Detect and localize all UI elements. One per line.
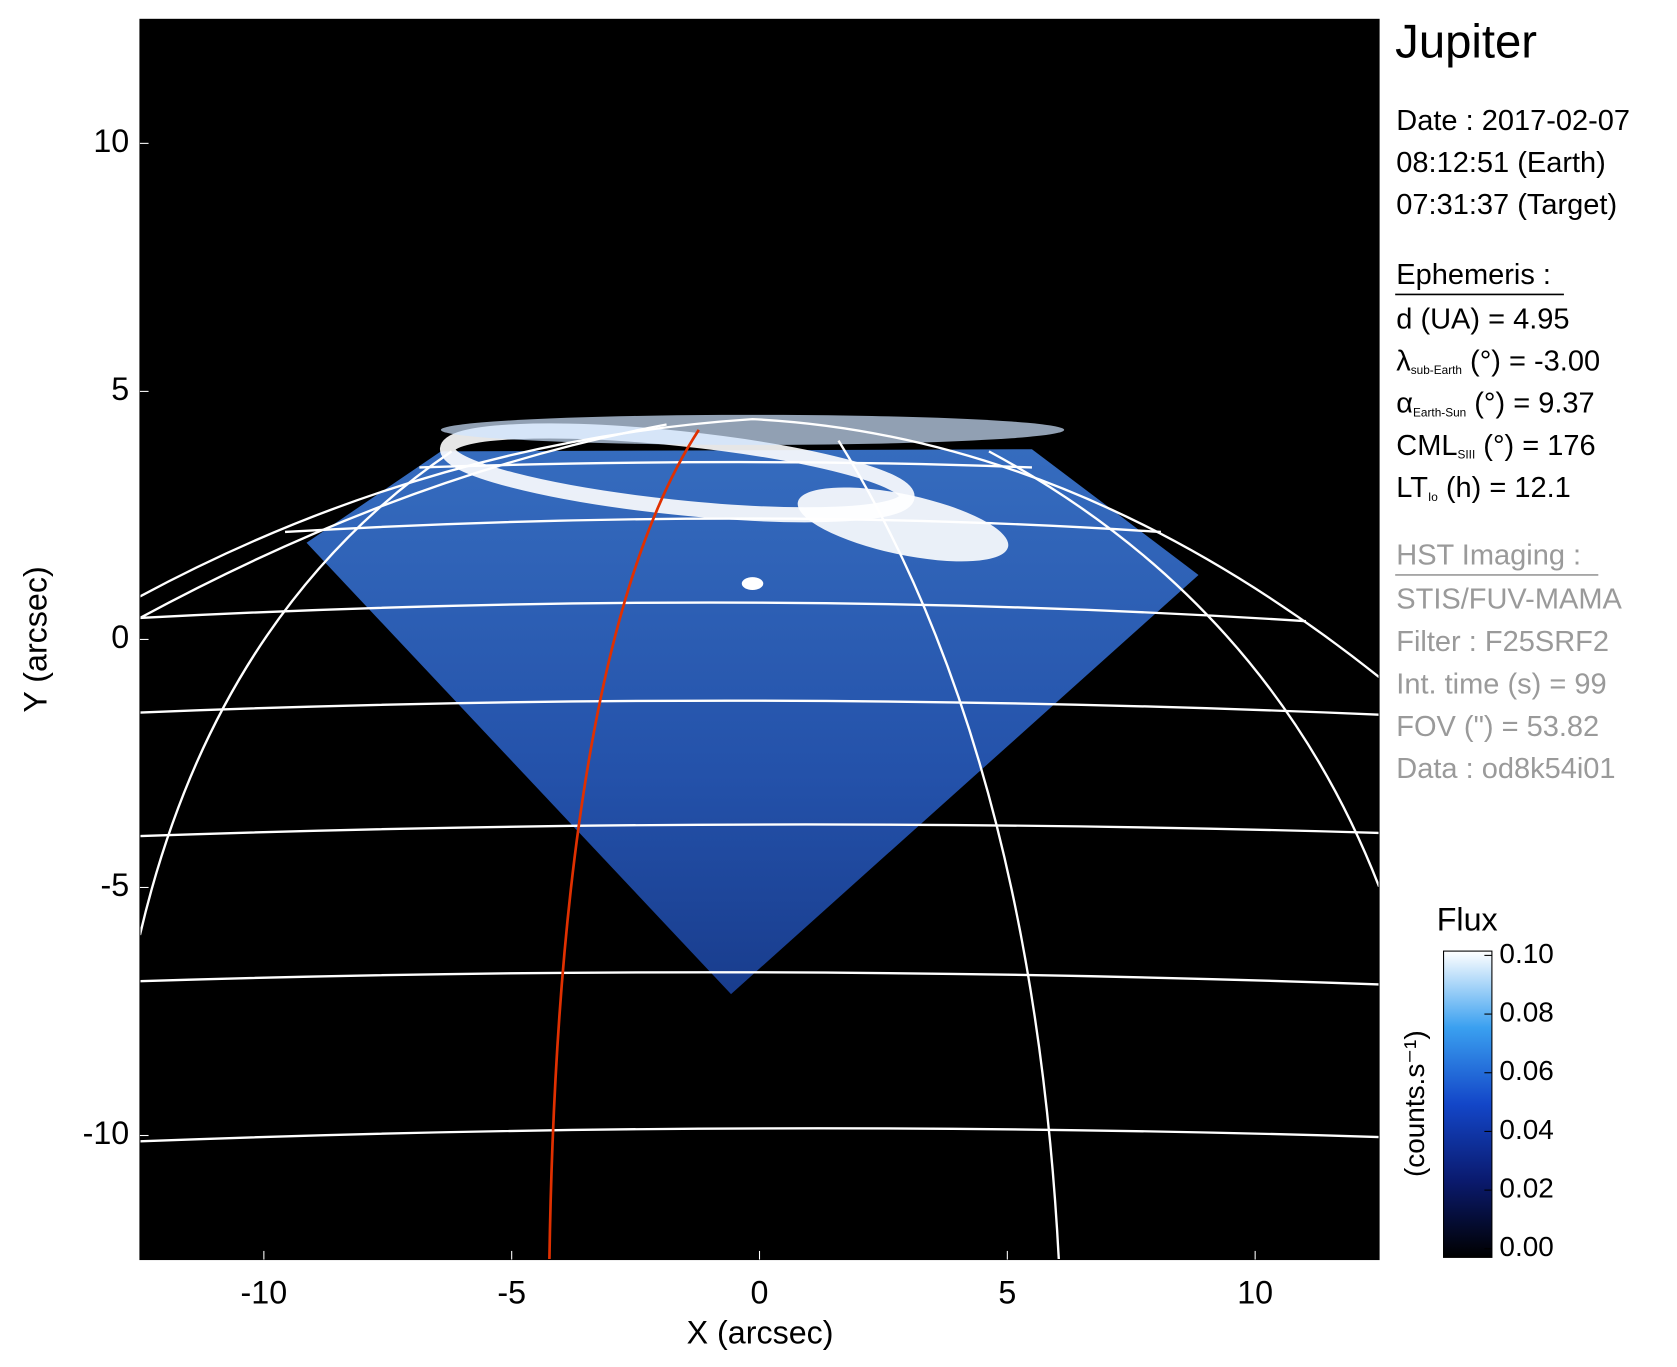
- x-tick-label: -10: [241, 1275, 288, 1311]
- ephemeris-line: λsub-Earth (°) = -3.00: [1396, 345, 1600, 377]
- date-line: Date : 2017-02-07: [1396, 105, 1630, 137]
- colorbar-label: Flux: [1437, 902, 1498, 938]
- hst-title: HST Imaging :: [1396, 539, 1581, 571]
- y-axis-label: Y (arcsec): [17, 566, 53, 712]
- x-tick-label: 0: [751, 1275, 769, 1311]
- x-tick-label: 10: [1237, 1275, 1273, 1311]
- colorbar-tick-label: 0.08: [1499, 996, 1553, 1027]
- x-tick-label: 5: [998, 1275, 1016, 1311]
- colorbar-tick-label: 0.06: [1499, 1055, 1553, 1086]
- ephemeris-value: (°) = 176: [1475, 430, 1595, 462]
- ephemeris-line: CMLSIII (°) = 176: [1396, 430, 1595, 462]
- ephemeris-value: (°) = -3.00: [1462, 345, 1600, 377]
- x-tick-label: -5: [497, 1275, 526, 1311]
- ephemeris-symbol: α: [1396, 387, 1413, 419]
- hst-line: Filter : F25SRF2: [1396, 626, 1609, 658]
- hst-line: Data : od8k54i01: [1396, 753, 1615, 785]
- colorbar: [1443, 950, 1493, 1258]
- latitude-line: [139, 971, 1380, 986]
- y-tick-label: 0: [111, 619, 129, 655]
- ephemeris-value: (°) = 9.37: [1466, 387, 1594, 419]
- date-line: 08:12:51 (Earth): [1396, 147, 1606, 179]
- colorbar-tick-label: 0.04: [1499, 1114, 1553, 1145]
- longitude-line: [837, 439, 1060, 1260]
- ephemeris-value: (h) = 12.1: [1438, 472, 1571, 504]
- ephemeris-line: αEarth-Sun (°) = 9.37: [1396, 387, 1594, 419]
- ephemeris-subscript: sub-Earth: [1411, 363, 1462, 377]
- hst-line: STIS/FUV-MAMA: [1396, 583, 1622, 615]
- image: [139, 18, 1380, 1261]
- latitude-line: [139, 699, 1380, 716]
- aurora-spot: [741, 577, 764, 591]
- longitude-line: [139, 450, 453, 936]
- x-axis-label: X (arcsec): [687, 1314, 834, 1350]
- ephemeris-title: Ephemeris :: [1396, 259, 1551, 291]
- longitude-line: [988, 450, 1380, 888]
- ephemeris-symbol: CML: [1396, 430, 1457, 462]
- title: Jupiter: [1395, 16, 1537, 69]
- colorbar-tick-label: 0.00: [1499, 1231, 1553, 1262]
- ephemeris-subscript: Earth-Sun: [1413, 405, 1466, 419]
- ephemeris-subscript: SIII: [1457, 448, 1475, 462]
- ephemeris-subscript: Io: [1428, 490, 1438, 504]
- colorbar-tick-label: 0.10: [1499, 938, 1553, 969]
- latitude-line: [284, 517, 1161, 534]
- latitude-line: [139, 1127, 1380, 1143]
- ephemeris-symbol: d (UA) = 4.95: [1396, 303, 1569, 335]
- y-tick-label: 5: [111, 371, 129, 407]
- ephemeris-symbol: LT: [1396, 472, 1428, 504]
- latitude-line: [139, 823, 1380, 838]
- meridian: [548, 429, 700, 1260]
- longitude-line: [139, 423, 667, 619]
- latitude-line: [419, 460, 1032, 469]
- field-of-view: [306, 449, 1199, 995]
- latitude-line: [139, 601, 1307, 623]
- y-tick-label: -10: [83, 1115, 130, 1151]
- hst-line: FOV (") = 53.82: [1396, 711, 1599, 743]
- ephemeris-line: d (UA) = 4.95: [1396, 303, 1569, 335]
- hst-line: Int. time (s) = 99: [1396, 668, 1606, 700]
- y-tick-label: 10: [93, 123, 129, 159]
- colorbar-tick-label: 0.02: [1499, 1172, 1553, 1203]
- ephemeris-symbol: λ: [1396, 345, 1411, 377]
- aurora-spot: [797, 487, 1009, 562]
- ephemeris-line: LTIo (h) = 12.1: [1396, 472, 1571, 504]
- date-line: 07:31:37 (Target): [1396, 189, 1617, 221]
- colorbar-unit: (counts.s⁻¹): [1399, 1030, 1430, 1177]
- limb: [139, 417, 1380, 678]
- y-tick-label: -5: [101, 867, 130, 903]
